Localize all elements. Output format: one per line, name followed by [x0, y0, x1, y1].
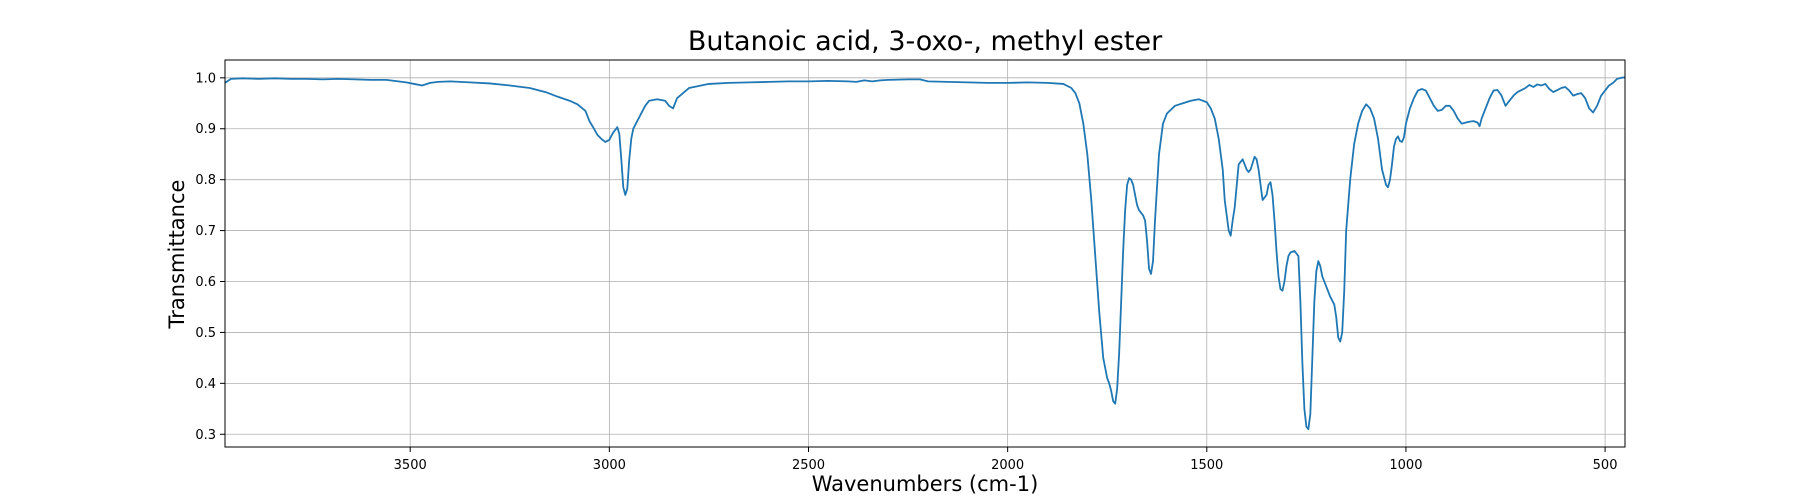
y-axis-ticks: 0.3 0.4 0.5 0.6 0.7 0.8 0.9 1.0 — [195, 71, 225, 443]
y-tick-label: 0.7 — [195, 224, 216, 239]
x-tick-label: 2500 — [792, 458, 825, 473]
x-axis-ticks: 3500 3000 2500 2000 1500 1000 500 — [394, 447, 1618, 473]
x-tick-label: 2000 — [991, 458, 1024, 473]
x-axis-title: Wavenumbers (cm-1) — [812, 472, 1039, 496]
y-tick-label: 0.3 — [195, 428, 216, 443]
x-tick-label: 1500 — [1190, 458, 1223, 473]
x-tick-label: 500 — [1593, 458, 1618, 473]
x-tick-label: 3000 — [593, 458, 626, 473]
chart-title: Butanoic acid, 3-oxo-, methyl ester — [688, 26, 1163, 57]
y-tick-label: 0.5 — [195, 326, 216, 341]
x-tick-label: 3500 — [394, 458, 427, 473]
x-tick-label: 1000 — [1389, 458, 1422, 473]
y-tick-label: 0.9 — [195, 122, 216, 137]
y-tick-label: 0.8 — [195, 173, 216, 188]
y-tick-label: 0.4 — [195, 377, 216, 392]
y-tick-label: 1.0 — [195, 71, 216, 86]
plot-frame — [224, 59, 1626, 448]
y-axis-title: Transmittance — [165, 180, 189, 330]
spectrum-line — [224, 76, 1626, 431]
grid-lines — [225, 60, 1625, 447]
y-tick-label: 0.6 — [195, 275, 216, 290]
